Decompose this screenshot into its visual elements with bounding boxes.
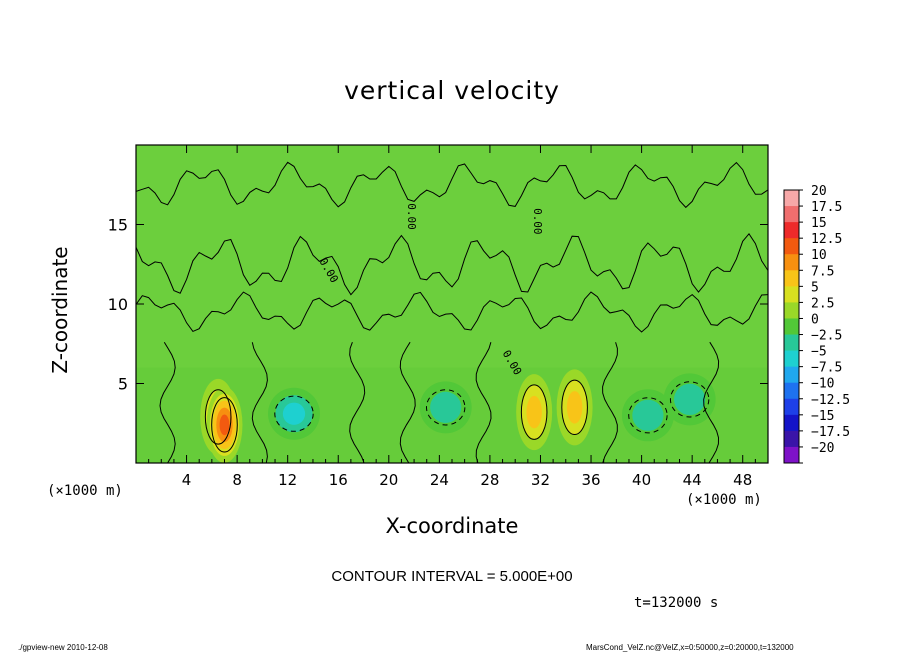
colorbar-label-1: 17.5 bbox=[811, 200, 842, 215]
y-axis-label: Z-coordinate bbox=[48, 246, 72, 374]
colorbar-label-7: 2.5 bbox=[811, 296, 834, 311]
contour-feature-1 bbox=[211, 397, 238, 453]
x-axis-label: X-coordinate bbox=[385, 514, 519, 538]
zero-contour-upper bbox=[136, 232, 768, 296]
x-tick-label-40: 40 bbox=[632, 471, 651, 489]
y-tick-label-15: 15 bbox=[108, 216, 128, 235]
colorbar-label-9: −2.5 bbox=[811, 329, 842, 344]
colorbar-frame bbox=[783, 189, 800, 464]
zero-contour-top bbox=[136, 161, 768, 209]
x-unit-left: (×1000 m) bbox=[47, 483, 123, 499]
footer-right: MarsCond_VelZ.nc@VelZ,x=0:50000,z=0:2000… bbox=[586, 643, 794, 652]
contour-feature-5 bbox=[561, 379, 588, 436]
x-tick-label-4: 4 bbox=[182, 471, 192, 489]
contour-feature-3 bbox=[425, 389, 466, 426]
contour-feature-7 bbox=[669, 381, 710, 418]
colorbar-label-3: 12.5 bbox=[811, 232, 842, 247]
x-tick-label-8: 8 bbox=[232, 471, 242, 489]
zero-contour-vertical-3 bbox=[399, 341, 416, 463]
heatmap-feature-7-level-2 bbox=[674, 383, 706, 415]
y-tick-label-5: 5 bbox=[118, 375, 128, 394]
zero-contour-vertical-5 bbox=[602, 342, 618, 463]
colorbar-label-6: 5 bbox=[811, 280, 819, 295]
heatmap-feature-5-level-3 bbox=[566, 391, 583, 424]
chart-title: vertical velocity bbox=[344, 76, 560, 105]
zero-contour-vertical-0 bbox=[159, 341, 176, 463]
x-tick-label-28: 28 bbox=[480, 471, 499, 489]
contour-feature-4 bbox=[520, 384, 548, 440]
x-tick-label-48: 48 bbox=[733, 471, 752, 489]
x-tick-label-24: 24 bbox=[430, 471, 449, 489]
contour-feature-0 bbox=[204, 389, 232, 445]
colorbar-label-13: −12.5 bbox=[811, 393, 850, 408]
colorbar-swatch-2 bbox=[784, 222, 799, 239]
time-label: t=132000 s bbox=[634, 595, 719, 611]
colorbar-label-2: 15 bbox=[811, 216, 827, 231]
heatmap-feature-3-level-2 bbox=[430, 391, 462, 423]
colorbar-label-10: −5 bbox=[811, 345, 827, 360]
y-tick-label-10: 10 bbox=[108, 295, 128, 314]
colorbar-label-16: −20 bbox=[811, 441, 834, 456]
colorbar-swatch-14 bbox=[784, 414, 799, 432]
contour-interval-text: CONTOUR INTERVAL = 5.000E+00 bbox=[331, 568, 573, 585]
zero-contour-vertical-2 bbox=[349, 342, 366, 463]
colorbar-swatch-12 bbox=[784, 382, 799, 400]
colorbar-swatch-4 bbox=[784, 254, 799, 271]
contour-label-1: 0.00 bbox=[531, 208, 544, 235]
heatmap-feature-4-level-3 bbox=[526, 395, 542, 429]
colorbar-swatch-11 bbox=[784, 366, 799, 384]
zero-contour-mid bbox=[136, 291, 768, 333]
colorbar-label-15: −17.5 bbox=[811, 425, 850, 440]
colorbar-swatch-6 bbox=[784, 286, 799, 303]
colorbar-label-5: 7.5 bbox=[811, 264, 834, 279]
heatmap-feature-6-level-2 bbox=[632, 399, 664, 431]
colorbar-swatch-9 bbox=[784, 334, 799, 352]
colorbar-swatch-10 bbox=[784, 350, 799, 368]
contour-layer: 0.00 0.000.000.00 bbox=[136, 161, 768, 463]
zero-contour-vertical-4 bbox=[475, 342, 492, 463]
colorbar-label-0: 20 bbox=[811, 184, 827, 199]
contour-feature-2 bbox=[274, 395, 314, 432]
x-unit-right: (×1000 m) bbox=[686, 492, 762, 508]
zero-contour-vertical-1 bbox=[251, 342, 268, 463]
colorbar-swatch-3 bbox=[784, 238, 799, 255]
colorbar-swatch-1 bbox=[784, 206, 799, 223]
contour-feature-6 bbox=[628, 397, 668, 434]
x-tick-label-12: 12 bbox=[278, 471, 297, 489]
colorbar-swatch-8 bbox=[784, 318, 799, 336]
x-tick-label-36: 36 bbox=[581, 471, 600, 489]
zero-contour-vertical-6 bbox=[703, 341, 720, 463]
colorbar-label-11: −7.5 bbox=[811, 361, 842, 376]
x-tick-label-44: 44 bbox=[683, 471, 702, 489]
x-tick-label-20: 20 bbox=[379, 471, 398, 489]
footer-left: ./gpview-new 2010-12-08 bbox=[18, 643, 108, 652]
colorbar-swatch-16 bbox=[784, 446, 799, 464]
colorbar-label-8: 0 bbox=[811, 312, 819, 327]
heatmap-feature-2-level-3 bbox=[282, 402, 306, 425]
colorbar-swatch-0 bbox=[784, 190, 799, 207]
colorbar-label-4: 10 bbox=[811, 248, 827, 263]
colorbar-swatch-13 bbox=[784, 398, 799, 416]
colorbar-swatch-15 bbox=[784, 430, 799, 448]
heatmap-upper-band bbox=[136, 145, 768, 368]
x-tick-label-32: 32 bbox=[531, 471, 550, 489]
colorbar-swatch-7 bbox=[784, 302, 799, 319]
contour-label-0: 0.00 bbox=[405, 203, 418, 230]
colorbar-swatch-5 bbox=[784, 270, 799, 287]
heatmap-feature-1-level-5 bbox=[219, 414, 230, 436]
colorbar-label-14: −15 bbox=[811, 409, 834, 424]
x-tick-label-16: 16 bbox=[329, 471, 348, 489]
colorbar-label-12: −10 bbox=[811, 377, 834, 392]
